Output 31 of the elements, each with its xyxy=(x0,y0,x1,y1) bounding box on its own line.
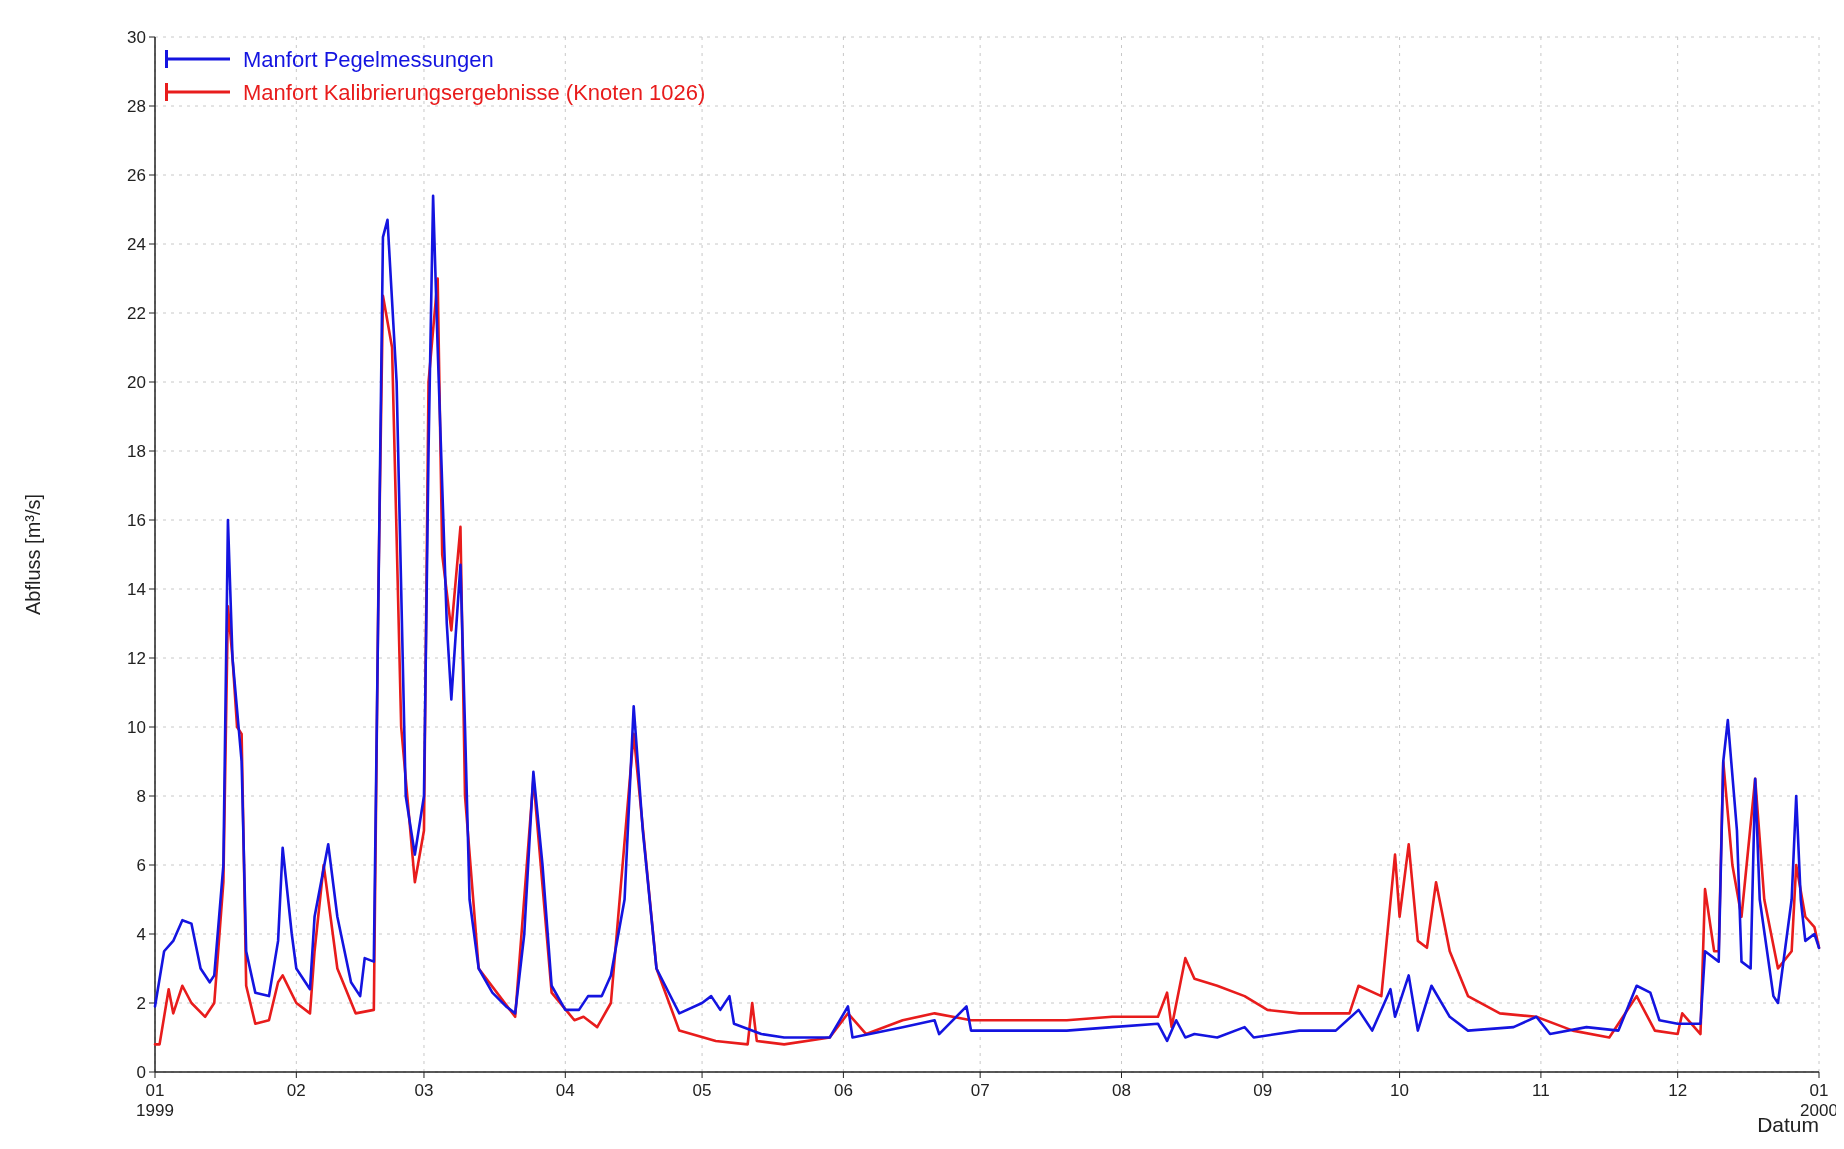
x-tick-label: 06 xyxy=(833,1081,853,1100)
y-tick-label: 26 xyxy=(127,165,146,185)
y-tick-label: 2 xyxy=(136,993,146,1013)
y-tick-label: 4 xyxy=(136,924,146,944)
y-tick-label: 22 xyxy=(127,303,146,323)
y-tick-label: 0 xyxy=(136,1062,146,1082)
x-tick-label: 05 xyxy=(692,1081,712,1100)
y-tick-label: 8 xyxy=(136,786,146,806)
x-tick-label: 07 xyxy=(970,1081,990,1100)
legend-label: Manfort Kalibrierungsergebnisse (Knoten 1026) xyxy=(243,79,706,105)
x-tick-label: 10 xyxy=(1390,1081,1410,1100)
x-tick-label: 03 xyxy=(414,1081,434,1100)
y-tick-label: 30 xyxy=(127,27,146,47)
x-tick-label: 02 xyxy=(286,1081,306,1100)
y-tick-label: 16 xyxy=(127,510,146,530)
y-tick-label: 18 xyxy=(127,441,146,461)
y-tick-label: 20 xyxy=(127,372,146,392)
y-tick-label: 28 xyxy=(127,96,146,116)
x-tick-label: 09 xyxy=(1253,1081,1273,1100)
y-tick-label: 14 xyxy=(127,579,146,599)
y-tick-label: 24 xyxy=(127,234,146,254)
y-axis-title: Abfluss [m³/s] xyxy=(22,493,44,616)
x-tick-label: 08 xyxy=(1112,1081,1131,1100)
x-tick-label: 01 1999 xyxy=(136,1081,174,1120)
x-tick-label: 12 xyxy=(1668,1081,1688,1100)
legend-label: Manfort Pegelmessungen xyxy=(243,46,494,72)
x-tick-label: 11 xyxy=(1532,1081,1550,1100)
y-tick-label: 10 xyxy=(127,717,146,737)
x-tick-label: 04 xyxy=(555,1081,575,1100)
y-tick-label: 6 xyxy=(136,855,146,875)
y-tick-label: 12 xyxy=(127,648,146,668)
